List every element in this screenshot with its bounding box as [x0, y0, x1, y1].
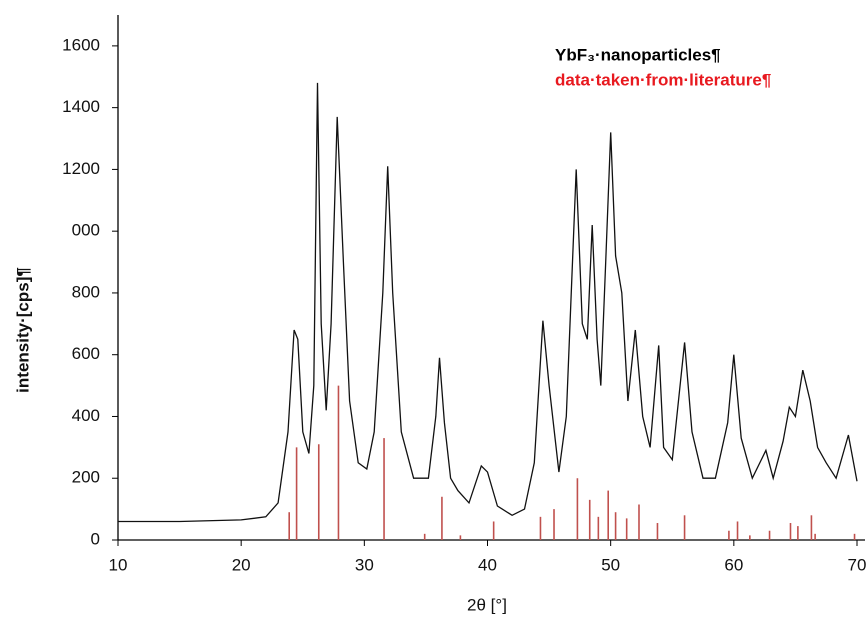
- y-tick-label: 1600: [62, 35, 100, 54]
- x-tick-label: 50: [601, 555, 620, 574]
- y-tick-label: 800: [72, 282, 100, 301]
- x-tick-label: 10: [109, 555, 128, 574]
- legend-entry: data·taken·from·literature¶: [555, 70, 771, 89]
- y-tick-label: 0: [91, 529, 100, 548]
- y-tick-label: 600: [72, 344, 100, 363]
- x-tick-label: 70: [848, 555, 866, 574]
- y-tick-label: 200: [72, 468, 100, 487]
- legend-entry: YbF₃·nanoparticles¶: [555, 45, 721, 64]
- x-tick-label: 30: [355, 555, 374, 574]
- x-tick-label: 40: [478, 555, 497, 574]
- y-axis-label: intensity·[cps]¶: [13, 267, 32, 393]
- measured-line: [118, 82, 858, 523]
- y-tick-label: 000: [72, 221, 100, 240]
- y-tick-label: 1200: [62, 159, 100, 178]
- x-tick-label: 20: [232, 555, 251, 574]
- y-tick-label: 1400: [62, 97, 100, 116]
- y-tick-label: 400: [72, 406, 100, 425]
- x-axis-label: 2θ [°]: [467, 595, 507, 614]
- x-tick-label: 60: [724, 555, 743, 574]
